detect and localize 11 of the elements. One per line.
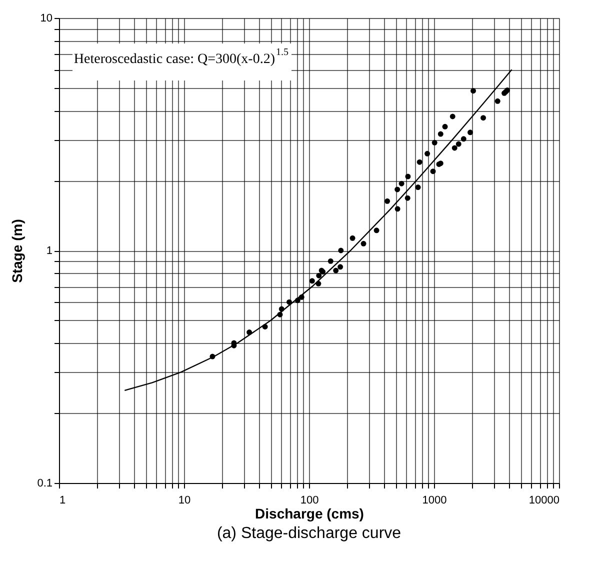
x-tick-label: 1 [60,494,66,506]
x-axis-title: Discharge (cms) [255,506,364,522]
y-tick-label: 1 [46,245,52,257]
x-tick-label: 10000 [528,494,560,506]
text: (a) Stage-discharge curve [216,525,402,542]
y-tick-label: 10 [40,12,52,24]
x-tick-label: 100 [300,494,319,506]
y-axis-title: Stage (m) [9,219,26,283]
x-tick-label: 1000 [422,494,447,506]
y-tick-label: 0.1 [37,478,52,490]
x-tick-label: 10 [178,494,191,506]
